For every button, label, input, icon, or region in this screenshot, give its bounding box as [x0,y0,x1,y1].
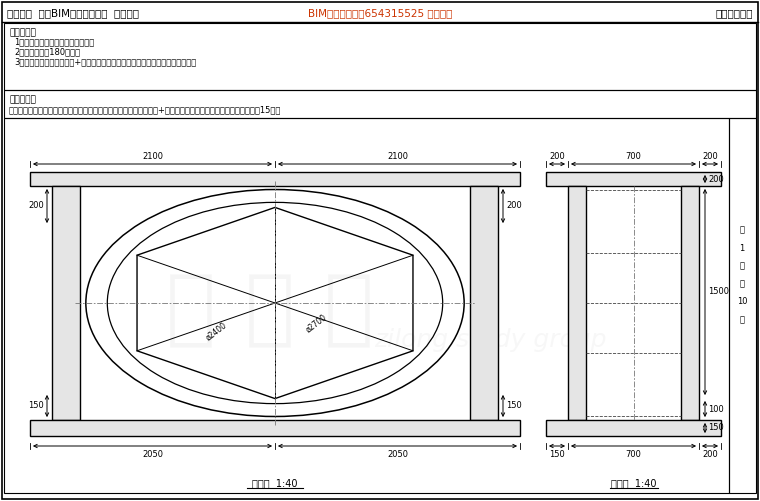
Text: 700: 700 [625,152,641,161]
Bar [546,172,721,186]
Text: 第十四期  全国BIM技能等级考试  一级试题: 第十四期 全国BIM技能等级考试 一级试题 [7,8,139,18]
Bar [4,90,756,118]
Text: 共: 共 [739,280,745,289]
Text: 2050: 2050 [142,450,163,459]
Text: 3．新建文件夹（以准考号+姓名命名），用于存放本次考试中生成的全部文件。: 3．新建文件夹（以准考号+姓名命名），用于存放本次考试中生成的全部文件。 [14,57,196,66]
Text: 150: 150 [549,450,565,459]
Text: 2．考试时间为180分钟；: 2．考试时间为180分钟； [14,47,80,56]
Text: 2050: 2050 [387,450,408,459]
Bar [30,420,520,436]
Text: BIM考试交流群：654315525 欢迎大家: BIM考试交流群：654315525 欢迎大家 [308,8,452,18]
Text: 200: 200 [28,201,44,210]
Text: 一、根据给定尺寸建立六边形门洞模型，请将模型文件以六边形门洞+考生姓名为文件名保存到考生文件夹中。（15分）: 一、根据给定尺寸建立六边形门洞模型，请将模型文件以六边形门洞+考生姓名为文件名保… [9,105,281,114]
Bar [30,172,520,186]
Bar [52,186,80,420]
Text: 试题部分：: 试题部分： [9,95,36,104]
Text: 100: 100 [708,404,724,413]
Text: 侧视图  1:40: 侧视图 1:40 [611,478,656,488]
Text: 200: 200 [549,152,565,161]
Bar [681,186,699,420]
Bar [4,118,729,493]
Text: ø2400: ø2400 [204,320,229,342]
Text: 150: 150 [708,423,724,432]
Text: 200: 200 [506,201,522,210]
Text: 考试要求：: 考试要求： [9,28,36,37]
Text: 2100: 2100 [387,152,408,161]
Bar [729,118,756,493]
Text: 200: 200 [702,450,718,459]
Bar [4,23,756,90]
Bar [470,186,498,420]
Text: 1: 1 [739,243,745,253]
Text: 10: 10 [736,298,747,307]
Text: 2100: 2100 [142,152,163,161]
Text: 紫 龍 社: 紫 龍 社 [166,270,374,351]
Text: 1．考试方式：计算机操作，闭卷；: 1．考试方式：计算机操作，闭卷； [14,37,94,46]
Text: 700: 700 [625,450,641,459]
Bar [546,420,721,436]
Bar [568,186,586,420]
Text: 200: 200 [708,174,724,183]
Text: 页: 页 [739,316,745,325]
Text: ø2700: ø2700 [305,313,329,334]
Text: 150: 150 [28,401,44,410]
Text: 第: 第 [739,225,745,234]
Text: 1500: 1500 [708,288,729,297]
Text: 中国图学学会: 中国图学学会 [715,8,753,18]
Text: zilong study group: zilong study group [374,328,606,352]
Text: 200: 200 [702,152,718,161]
Text: 页: 页 [739,262,745,271]
Text: 主视图  1:40: 主视图 1:40 [252,478,298,488]
Text: 150: 150 [506,401,522,410]
